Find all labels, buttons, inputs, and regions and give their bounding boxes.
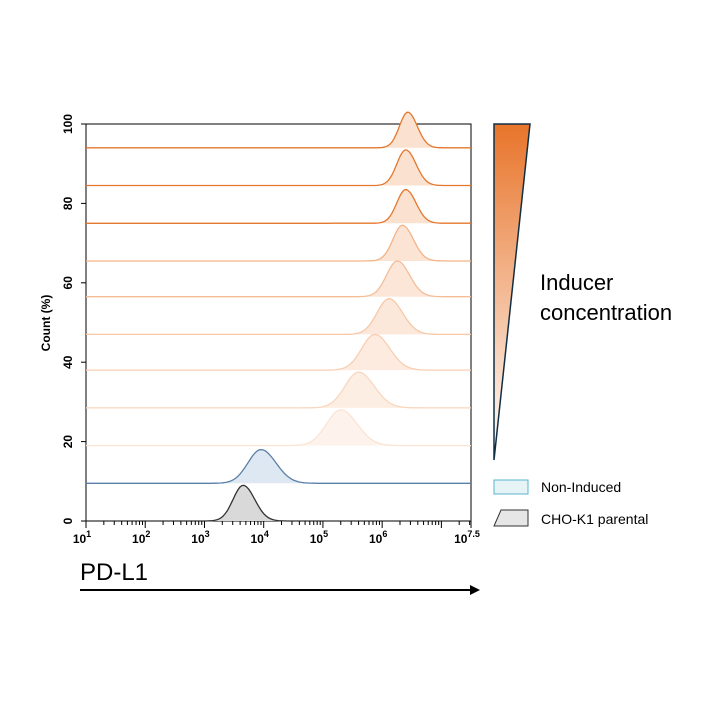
histogram-line-level-9 [86, 111, 471, 149]
y-tick-label: 40 [61, 355, 75, 369]
y-tick-label: 0 [61, 517, 75, 524]
histogram-layer [86, 111, 471, 522]
histogram-line-cho-k1-parental [86, 484, 471, 522]
legend-label-cho-k1-parental: CHO-K1 parental [541, 511, 648, 527]
y-axis: 0 20 40 60 80 100 [61, 114, 86, 524]
x-tick-label: 106 [369, 529, 387, 546]
histogram-fill-level-4 [86, 298, 471, 335]
y-tick-label: 60 [61, 276, 75, 290]
legend: Non-Induced CHO-K1 parental [493, 479, 648, 527]
legend-swatch-cho-k1-parental [493, 509, 529, 527]
x-axis-label: PD-L1 [80, 559, 148, 586]
legend-swatch-non-induced [493, 479, 529, 495]
inducer-gradient-wedge [493, 123, 531, 461]
inducer-label-line1: Inducer [540, 270, 613, 295]
histogram-line-level-4 [86, 298, 471, 336]
histogram-fill-level-6 [86, 225, 471, 261]
x-tick-label: 102 [132, 529, 150, 546]
x-tick-label: 101 [73, 529, 91, 546]
histogram-line-level-3 [86, 333, 471, 371]
histogram-line-level-2 [86, 371, 471, 409]
x-axis-arrow-head [470, 585, 480, 595]
y-tick-label: 80 [61, 196, 75, 210]
histogram-line-level-5 [86, 260, 471, 298]
histogram-fill-level-2 [86, 372, 471, 408]
histogram-fill-level-5 [86, 261, 471, 297]
y-axis-label: Count (%) [39, 295, 53, 352]
x-tick-label: 104 [251, 529, 269, 546]
x-axis: 101 102 103 104 105 106 107.5 [73, 521, 480, 546]
x-tick-label: 107.5 [454, 529, 480, 546]
histogram-fill-level-3 [86, 334, 471, 371]
histogram-line-level-8 [86, 149, 471, 187]
x-tick-label: 105 [310, 529, 328, 546]
legend-label-non-induced: Non-Induced [541, 479, 621, 495]
inducer-label-line2: concentration [540, 300, 672, 325]
x-tick-label: 103 [191, 529, 209, 546]
histogram-line-level-7 [86, 189, 471, 224]
histogram-line-level-1 [86, 409, 471, 447]
y-tick-label: 20 [61, 435, 75, 449]
histogram-line-level-6 [86, 224, 471, 262]
histogram-line-non-induced [86, 448, 471, 484]
y-tick-label: 100 [61, 114, 75, 134]
